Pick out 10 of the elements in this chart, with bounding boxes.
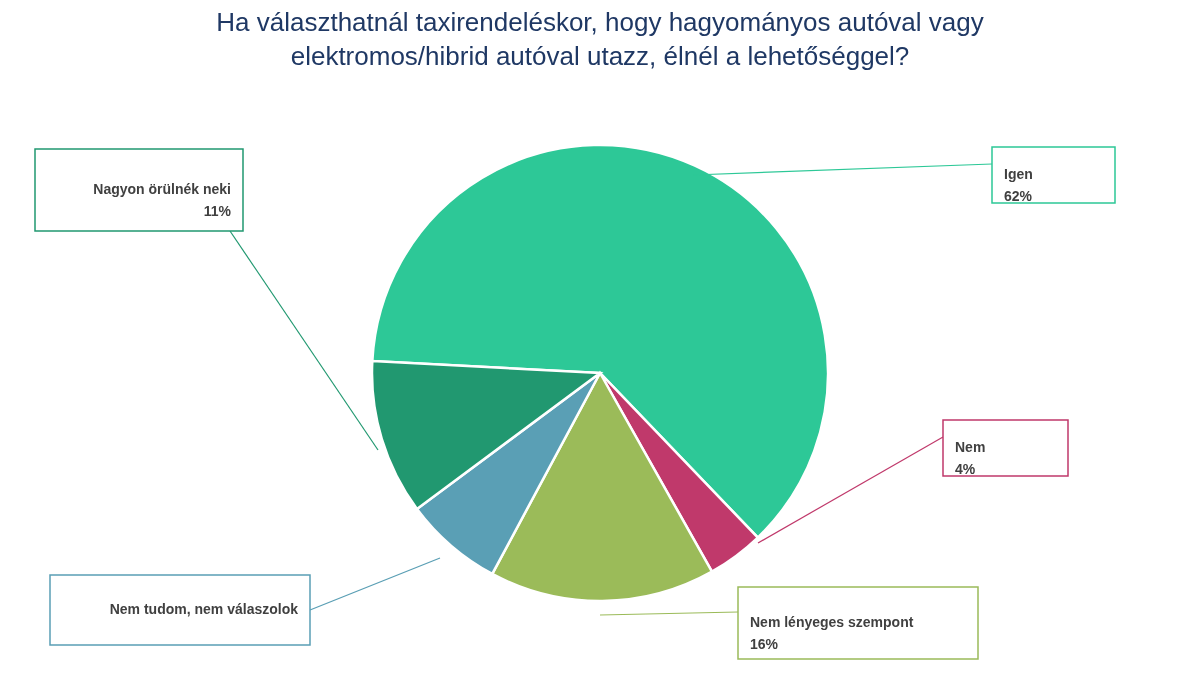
slice-label: Nem bbox=[955, 439, 986, 455]
slice-label: Nem tudom, nem válaszolok bbox=[109, 601, 299, 617]
slice-label: Igen bbox=[1004, 166, 1033, 182]
chart-title: Ha választhatnál taxirendeléskor, hogy hagyományos autóval vagy elektromos/hibrid autóval utazz, élnél a lehetőséggel? bbox=[216, 7, 984, 71]
data-label: 62% bbox=[1004, 188, 1033, 204]
data-label: 16% bbox=[750, 636, 779, 652]
slice-label: Nagyon örülnék neki bbox=[93, 181, 231, 197]
data-label: 4% bbox=[955, 461, 976, 477]
slice-label: Nem lényeges szempont bbox=[750, 614, 914, 630]
data-label: 11% bbox=[203, 203, 232, 219]
